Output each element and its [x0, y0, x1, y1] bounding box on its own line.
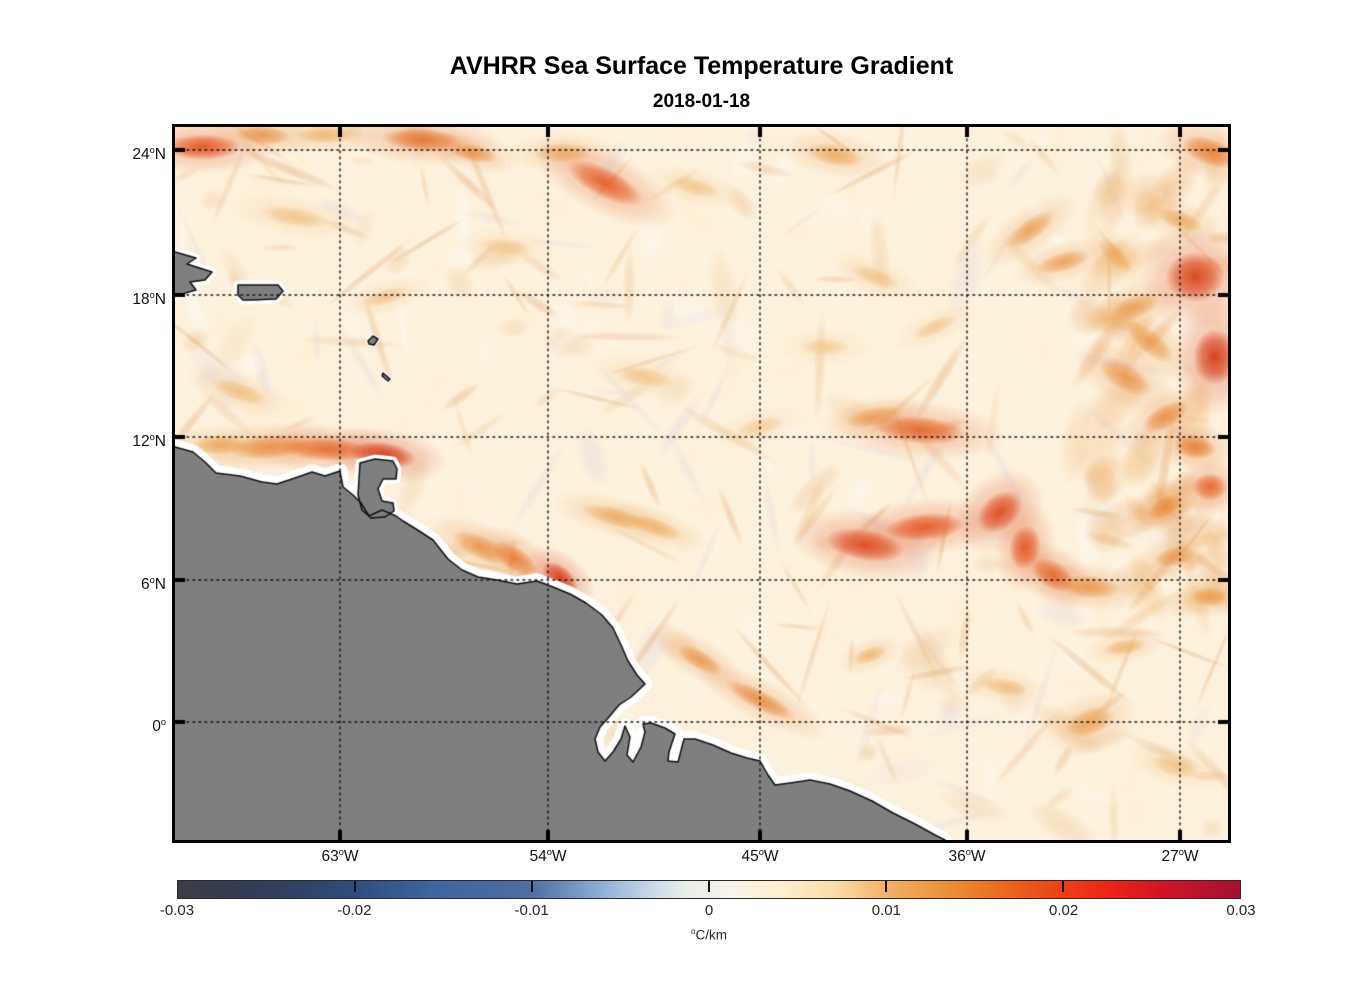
- lon-tick-label: 27oW: [1161, 847, 1199, 866]
- lon-tick-label: 45oW: [741, 847, 779, 866]
- lon-tick-label: 36oW: [948, 847, 986, 866]
- lon-tick-label: 63oW: [321, 847, 359, 866]
- colorbar-tick: [885, 881, 888, 892]
- lon-tick-label: 54oW: [529, 847, 567, 866]
- colorbar-tick-label: -0.01: [514, 902, 549, 919]
- lat-tick-label: 18oN: [132, 290, 166, 309]
- colorbar-tick-label: -0.02: [337, 902, 372, 919]
- lat-tick-label: 24oN: [132, 145, 166, 164]
- colorbar: [177, 880, 1241, 899]
- colorbar-tick-label: -0.03: [159, 902, 195, 919]
- colorbar-tick: [354, 881, 357, 892]
- sst-gradient-map: [175, 127, 1228, 840]
- figure-subtitle: 2018-01-18: [652, 91, 751, 112]
- colorbar-tick: [530, 881, 533, 892]
- lat-tick-label: 12oN: [132, 432, 166, 451]
- figure-title: AVHRR Sea Surface Temperature Gradient: [449, 52, 954, 80]
- colorbar-tick-label: 0: [704, 902, 714, 919]
- colorbar-tick: [1061, 881, 1064, 892]
- colorbar-tick: [708, 881, 710, 892]
- colorbar-unit-label: oC/km: [690, 927, 727, 943]
- colorbar-tick-label: 0.02: [1049, 902, 1079, 919]
- colorbar-tick-label: 0.03: [1226, 902, 1256, 919]
- plot-axes-border: [172, 124, 1231, 843]
- lat-tick-label: 6oN: [141, 575, 166, 594]
- lat-tick-label: 0o: [152, 717, 166, 736]
- colorbar-tick-label: 0.01: [871, 902, 901, 919]
